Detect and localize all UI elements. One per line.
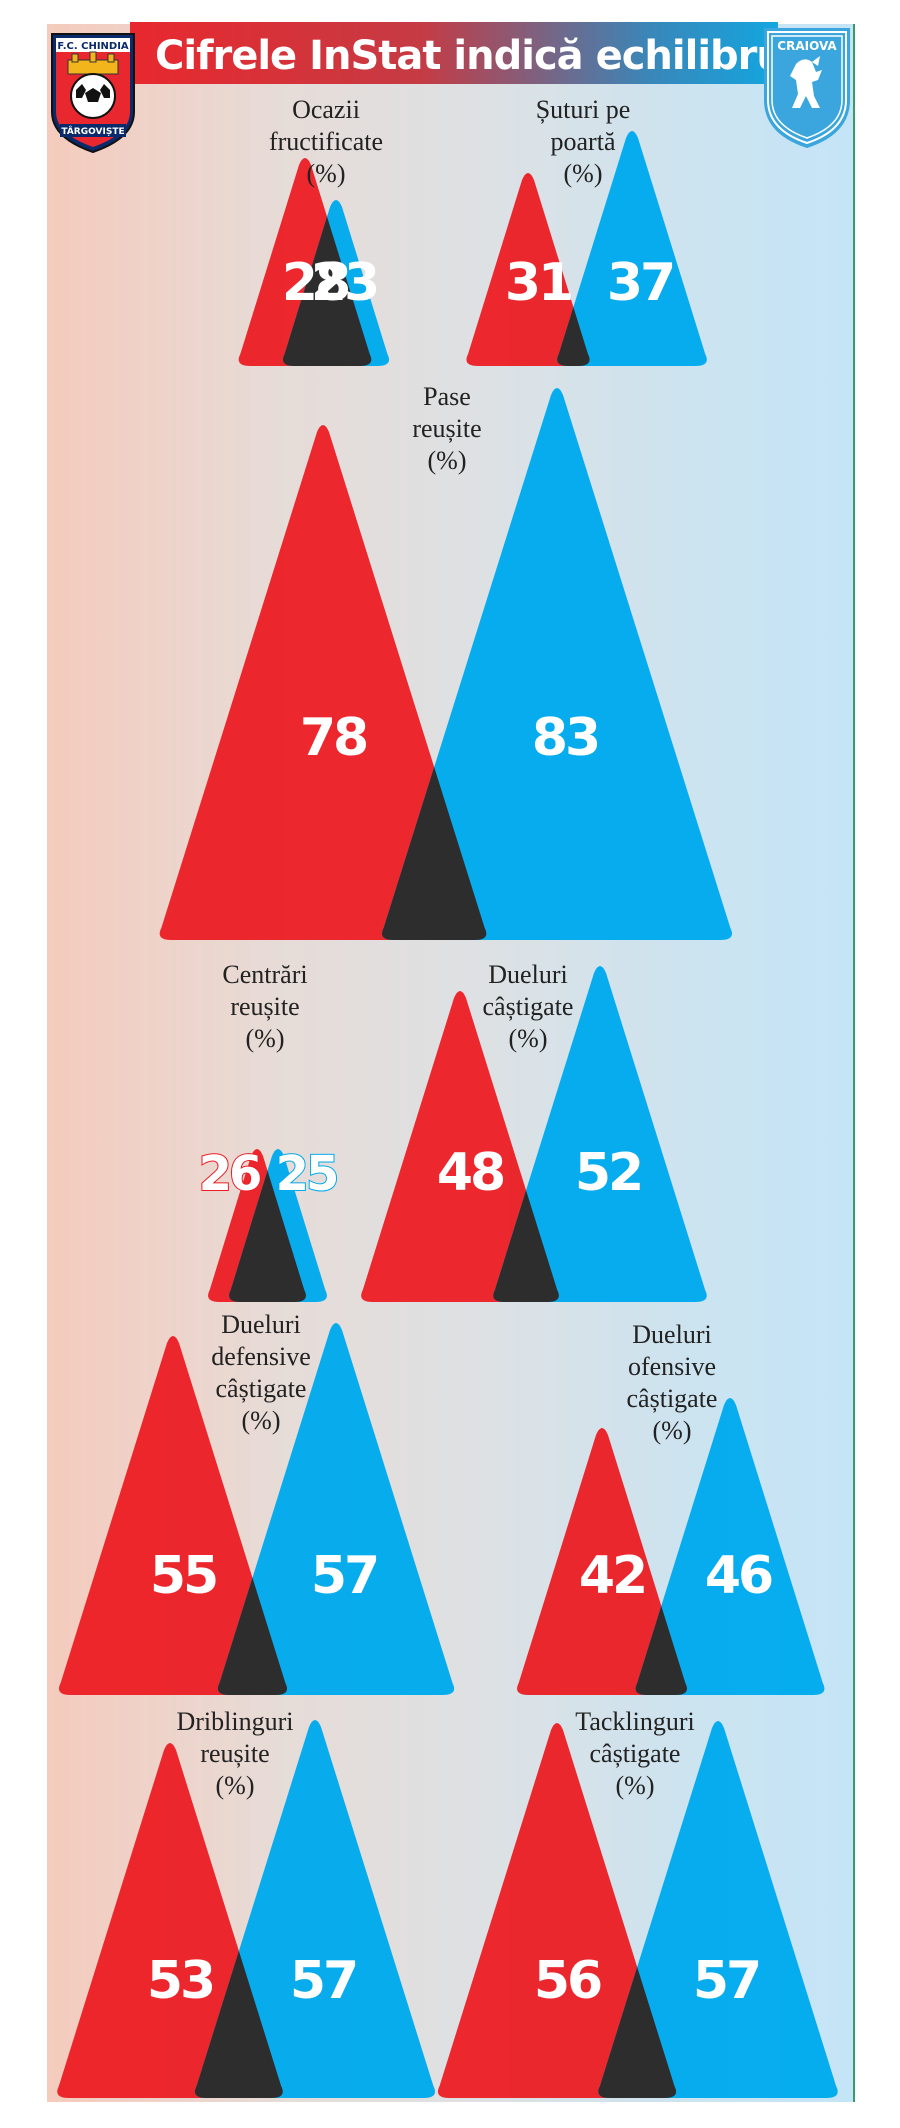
value-team-b: 25 bbox=[276, 1146, 337, 1202]
metric-label-line: reușite bbox=[412, 414, 481, 443]
metric-label-line: Dueluri bbox=[221, 1310, 300, 1339]
triangle-team-b bbox=[598, 1721, 838, 2098]
triangle-team-a bbox=[466, 173, 590, 366]
metric-label-line: câștigate bbox=[483, 992, 574, 1021]
value-team-a: 53 bbox=[147, 1951, 213, 2011]
metric-label-line: Dueluri bbox=[488, 960, 567, 989]
value-team-a: 56 bbox=[534, 1951, 601, 2011]
metric-chart: Dueluri ofensive câștigate (%) 42 46 bbox=[517, 1320, 825, 1695]
metric-label-line: ofensive bbox=[628, 1352, 716, 1381]
triangle-team-b bbox=[493, 966, 707, 1302]
metric-label-line: (%) bbox=[428, 446, 467, 475]
value-team-a: 31 bbox=[505, 253, 571, 313]
triangle-team-a bbox=[361, 991, 559, 1302]
value-team-a: 26 bbox=[199, 1146, 260, 1202]
metric-label-line: reușite bbox=[200, 1739, 269, 1768]
triangle-team-b bbox=[381, 388, 733, 940]
metric-label-line: (%) bbox=[246, 1024, 285, 1053]
triangle-team-a bbox=[159, 425, 487, 940]
triangle-team-b bbox=[635, 1398, 825, 1695]
right-border-line bbox=[853, 24, 855, 2102]
metric-label-line: (%) bbox=[564, 159, 603, 188]
value-team-b: 57 bbox=[290, 1951, 356, 2011]
metric-label-line: Ocazii bbox=[292, 95, 360, 124]
title-banner bbox=[130, 22, 778, 84]
metric-label-line: (%) bbox=[307, 159, 346, 188]
metric-label-line: câștigate bbox=[590, 1739, 681, 1768]
value-team-a: 55 bbox=[150, 1546, 216, 1606]
value-team-b: 57 bbox=[311, 1546, 377, 1606]
metric-label-line: (%) bbox=[216, 1771, 255, 1800]
page-title: Cifrele InStat indică echilibru bbox=[155, 33, 785, 79]
metric-chart: Driblinguri reușite (%) 53 57 bbox=[57, 1707, 436, 2098]
metric-chart: Dueluri câștigate (%) 48 52 bbox=[361, 960, 707, 1302]
chindia-crest-logo: F.C. CHINDIA TÂRGOVIȘTE bbox=[51, 33, 135, 154]
craiova-crest-logo: CRAIOVA bbox=[764, 28, 850, 148]
metric-label-line: Pase bbox=[423, 382, 471, 411]
value-team-a: 42 bbox=[579, 1546, 645, 1606]
metric-chart: Pase reușite (%) 78 83 bbox=[159, 382, 733, 940]
value-team-a: 78 bbox=[300, 708, 366, 768]
triangle-overlap bbox=[194, 1743, 283, 2098]
metric-chart: Tacklinguri câștigate (%) 56 57 bbox=[437, 1707, 838, 2098]
value-team-b: 23 bbox=[311, 253, 377, 313]
metric-label-line: Centrări bbox=[222, 960, 307, 989]
value-team-b: 57 bbox=[693, 1951, 759, 2011]
metric-label-line: (%) bbox=[509, 1024, 548, 1053]
value-team-b: 37 bbox=[607, 253, 673, 313]
metric-label-line: (%) bbox=[242, 1406, 281, 1435]
value-team-b: 52 bbox=[575, 1143, 641, 1203]
metric-label-line: defensive bbox=[211, 1342, 311, 1371]
value-team-a: 48 bbox=[437, 1143, 503, 1203]
triangle-team-a bbox=[437, 1723, 677, 2098]
metric-label-line: Dueluri bbox=[632, 1320, 711, 1349]
craiova-text: CRAIOVA bbox=[777, 39, 837, 53]
metric-label-line: reușite bbox=[230, 992, 299, 1021]
metric-label-line: câștigate bbox=[627, 1384, 718, 1413]
metric-label-line: (%) bbox=[616, 1771, 655, 1800]
value-team-b: 83 bbox=[532, 708, 598, 768]
chindia-top-text: F.C. CHINDIA bbox=[57, 41, 129, 52]
value-team-b: 46 bbox=[705, 1546, 772, 1606]
value-team-a: 28 bbox=[282, 253, 348, 313]
triangle-team-b bbox=[217, 1323, 455, 1695]
chindia-bottom-text: TÂRGOVIȘTE bbox=[61, 125, 124, 137]
metric-chart: Șuturi pe poartă (%) 31 37 bbox=[466, 95, 707, 366]
metric-chart: Centrări reușite (%) 26 25 bbox=[198, 960, 341, 1302]
metric-label-line: (%) bbox=[653, 1416, 692, 1445]
metric-chart: Dueluri defensive câștigate (%) 55 57 bbox=[58, 1310, 455, 1695]
metric-label-line: fructificate bbox=[269, 127, 383, 156]
metric-label-line: Tacklinguri bbox=[575, 1707, 694, 1736]
metric-label-line: câștigate bbox=[216, 1374, 307, 1403]
metric-label-line: poartă bbox=[551, 127, 616, 156]
metric-label-line: Șuturi pe bbox=[536, 95, 631, 124]
metric-label-line: Driblinguri bbox=[177, 1707, 294, 1736]
triangle-team-a bbox=[58, 1336, 288, 1695]
triangle-team-b bbox=[557, 131, 707, 366]
triangle-team-a bbox=[517, 1428, 687, 1695]
